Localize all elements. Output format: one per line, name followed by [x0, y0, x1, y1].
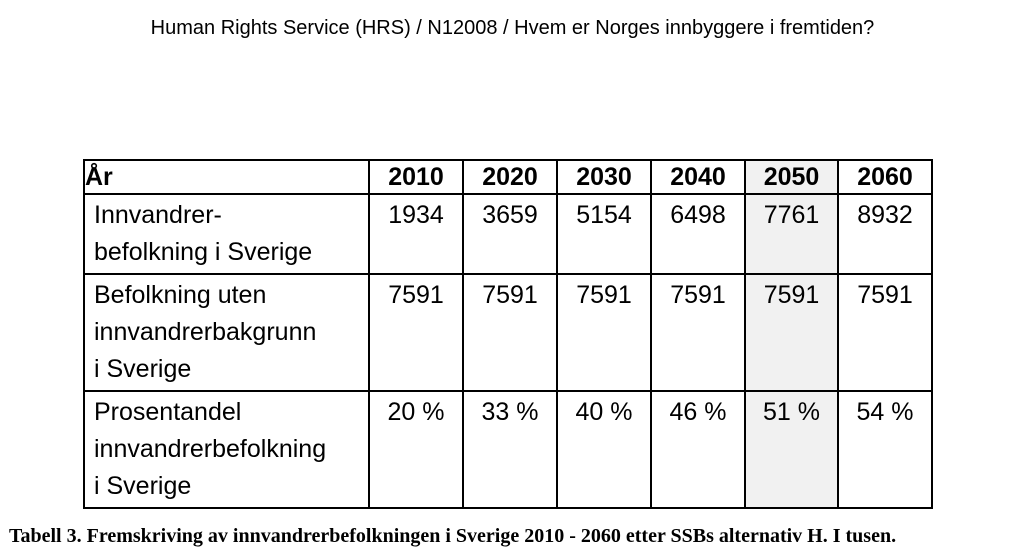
table-caption: Tabell 3. Fremskriving av innvandrerbefo…: [9, 525, 897, 547]
year-header-cell-2050: 2050: [744, 159, 839, 195]
value-cell: 46 %: [650, 390, 746, 509]
row-label-cell: Befolkning uten innvandrerbakgrunn i Sve…: [83, 273, 370, 392]
value-cell: 7591: [650, 273, 746, 392]
value-cell: 1934: [368, 193, 464, 275]
value-cell: 7591: [837, 273, 933, 392]
year-header-cell-2060: 2060: [837, 159, 933, 195]
value-cell: 5154: [556, 193, 652, 275]
value-cell-highlighted: 51 %: [744, 390, 839, 509]
row-label-cell: Innvandrer- befolkning i Sverige: [83, 193, 370, 275]
value-cell: 7591: [462, 273, 558, 392]
document-header: Human Rights Service (HRS) / N12008 / Hv…: [150, 17, 875, 39]
value-cell: 40 %: [556, 390, 652, 509]
data-table: År 2010 2020 2030 2040 2050 2060 Innvand…: [83, 159, 933, 509]
year-header-cell-2030: 2030: [556, 159, 652, 195]
year-label-header-cell: År: [83, 159, 370, 195]
value-cell: 20 %: [368, 390, 464, 509]
year-header-cell-2040: 2040: [650, 159, 746, 195]
value-cell: 7591: [556, 273, 652, 392]
table-header-row: År 2010 2020 2030 2040 2050 2060: [83, 159, 933, 195]
value-cell: 3659: [462, 193, 558, 275]
value-cell: 6498: [650, 193, 746, 275]
table-row-immigrant-percentage: Prosentandel innvandrerbefolkning i Sver…: [83, 390, 933, 509]
value-cell-highlighted: 7761: [744, 193, 839, 275]
value-cell-highlighted: 7591: [744, 273, 839, 392]
year-header-cell-2010: 2010: [368, 159, 464, 195]
value-cell: 54 %: [837, 390, 933, 509]
table-row-immigrant-population: Innvandrer- befolkning i Sverige 1934 36…: [83, 193, 933, 275]
row-label-cell: Prosentandel innvandrerbefolkning i Sver…: [83, 390, 370, 509]
year-header-cell-2020: 2020: [462, 159, 558, 195]
value-cell: 33 %: [462, 390, 558, 509]
value-cell: 8932: [837, 193, 933, 275]
value-cell: 7591: [368, 273, 464, 392]
table-row-non-immigrant-population: Befolkning uten innvandrerbakgrunn i Sve…: [83, 273, 933, 392]
